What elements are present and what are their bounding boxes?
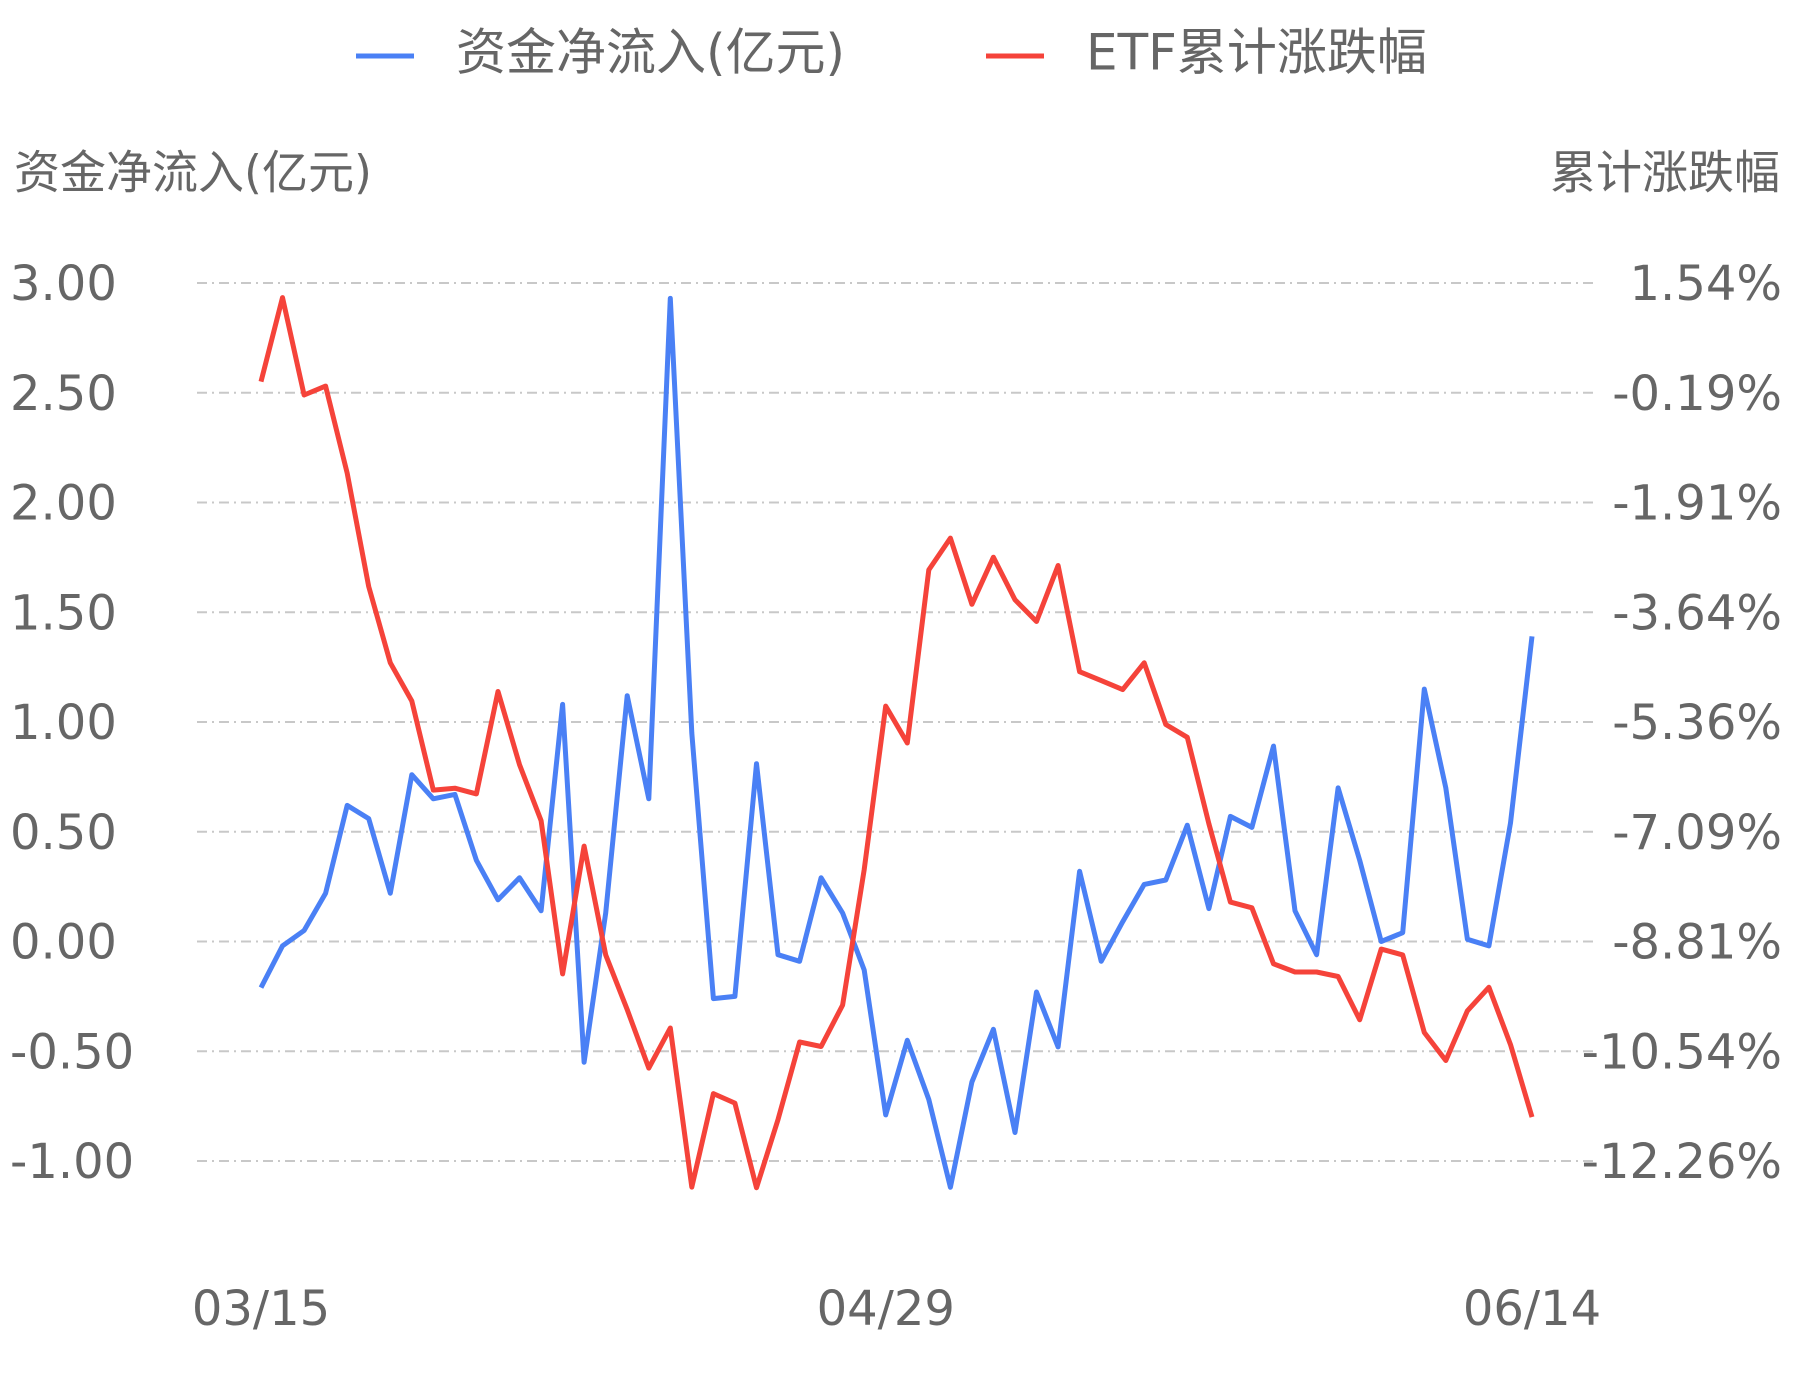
y-tick-label: 2.50	[10, 366, 117, 422]
y-tick-label: -1.00	[10, 1134, 134, 1190]
y-tick-label: -0.50	[10, 1024, 134, 1080]
y2-axis-title: 累计涨跌幅	[1550, 146, 1780, 200]
y-tick-label: 0.50	[10, 805, 117, 861]
legend-label: 资金净流入(亿元)	[456, 24, 845, 82]
y2-tick-label: -7.09%	[1612, 805, 1782, 861]
x-tick-label: 04/29	[817, 1281, 955, 1337]
y-tick-label: 1.00	[10, 695, 117, 751]
y2-tick-label: -5.36%	[1612, 695, 1782, 751]
x-tick-label: 03/15	[192, 1281, 330, 1337]
legend-label: ETF累计涨跌幅	[1086, 24, 1427, 82]
y2-tick-label: 1.54%	[1630, 256, 1782, 312]
y2-tick-label: -0.19%	[1612, 366, 1782, 422]
y-tick-label: 0.00	[10, 915, 117, 971]
y-axis-title: 资金净流入(亿元)	[14, 146, 372, 200]
y2-tick-label: -1.91%	[1612, 476, 1782, 532]
y-tick-label: 3.00	[10, 256, 117, 312]
y-tick-label: 1.50	[10, 585, 117, 641]
y-tick-label: 2.00	[10, 476, 117, 532]
y2-tick-label: -8.81%	[1612, 915, 1782, 971]
x-tick-label: 06/14	[1463, 1281, 1601, 1337]
y2-tick-label: -12.26%	[1582, 1134, 1782, 1190]
y2-tick-label: -10.54%	[1582, 1025, 1782, 1081]
y2-tick-label: -3.64%	[1612, 586, 1782, 642]
series-line	[258, 295, 1535, 1190]
series-line	[258, 295, 1535, 1191]
